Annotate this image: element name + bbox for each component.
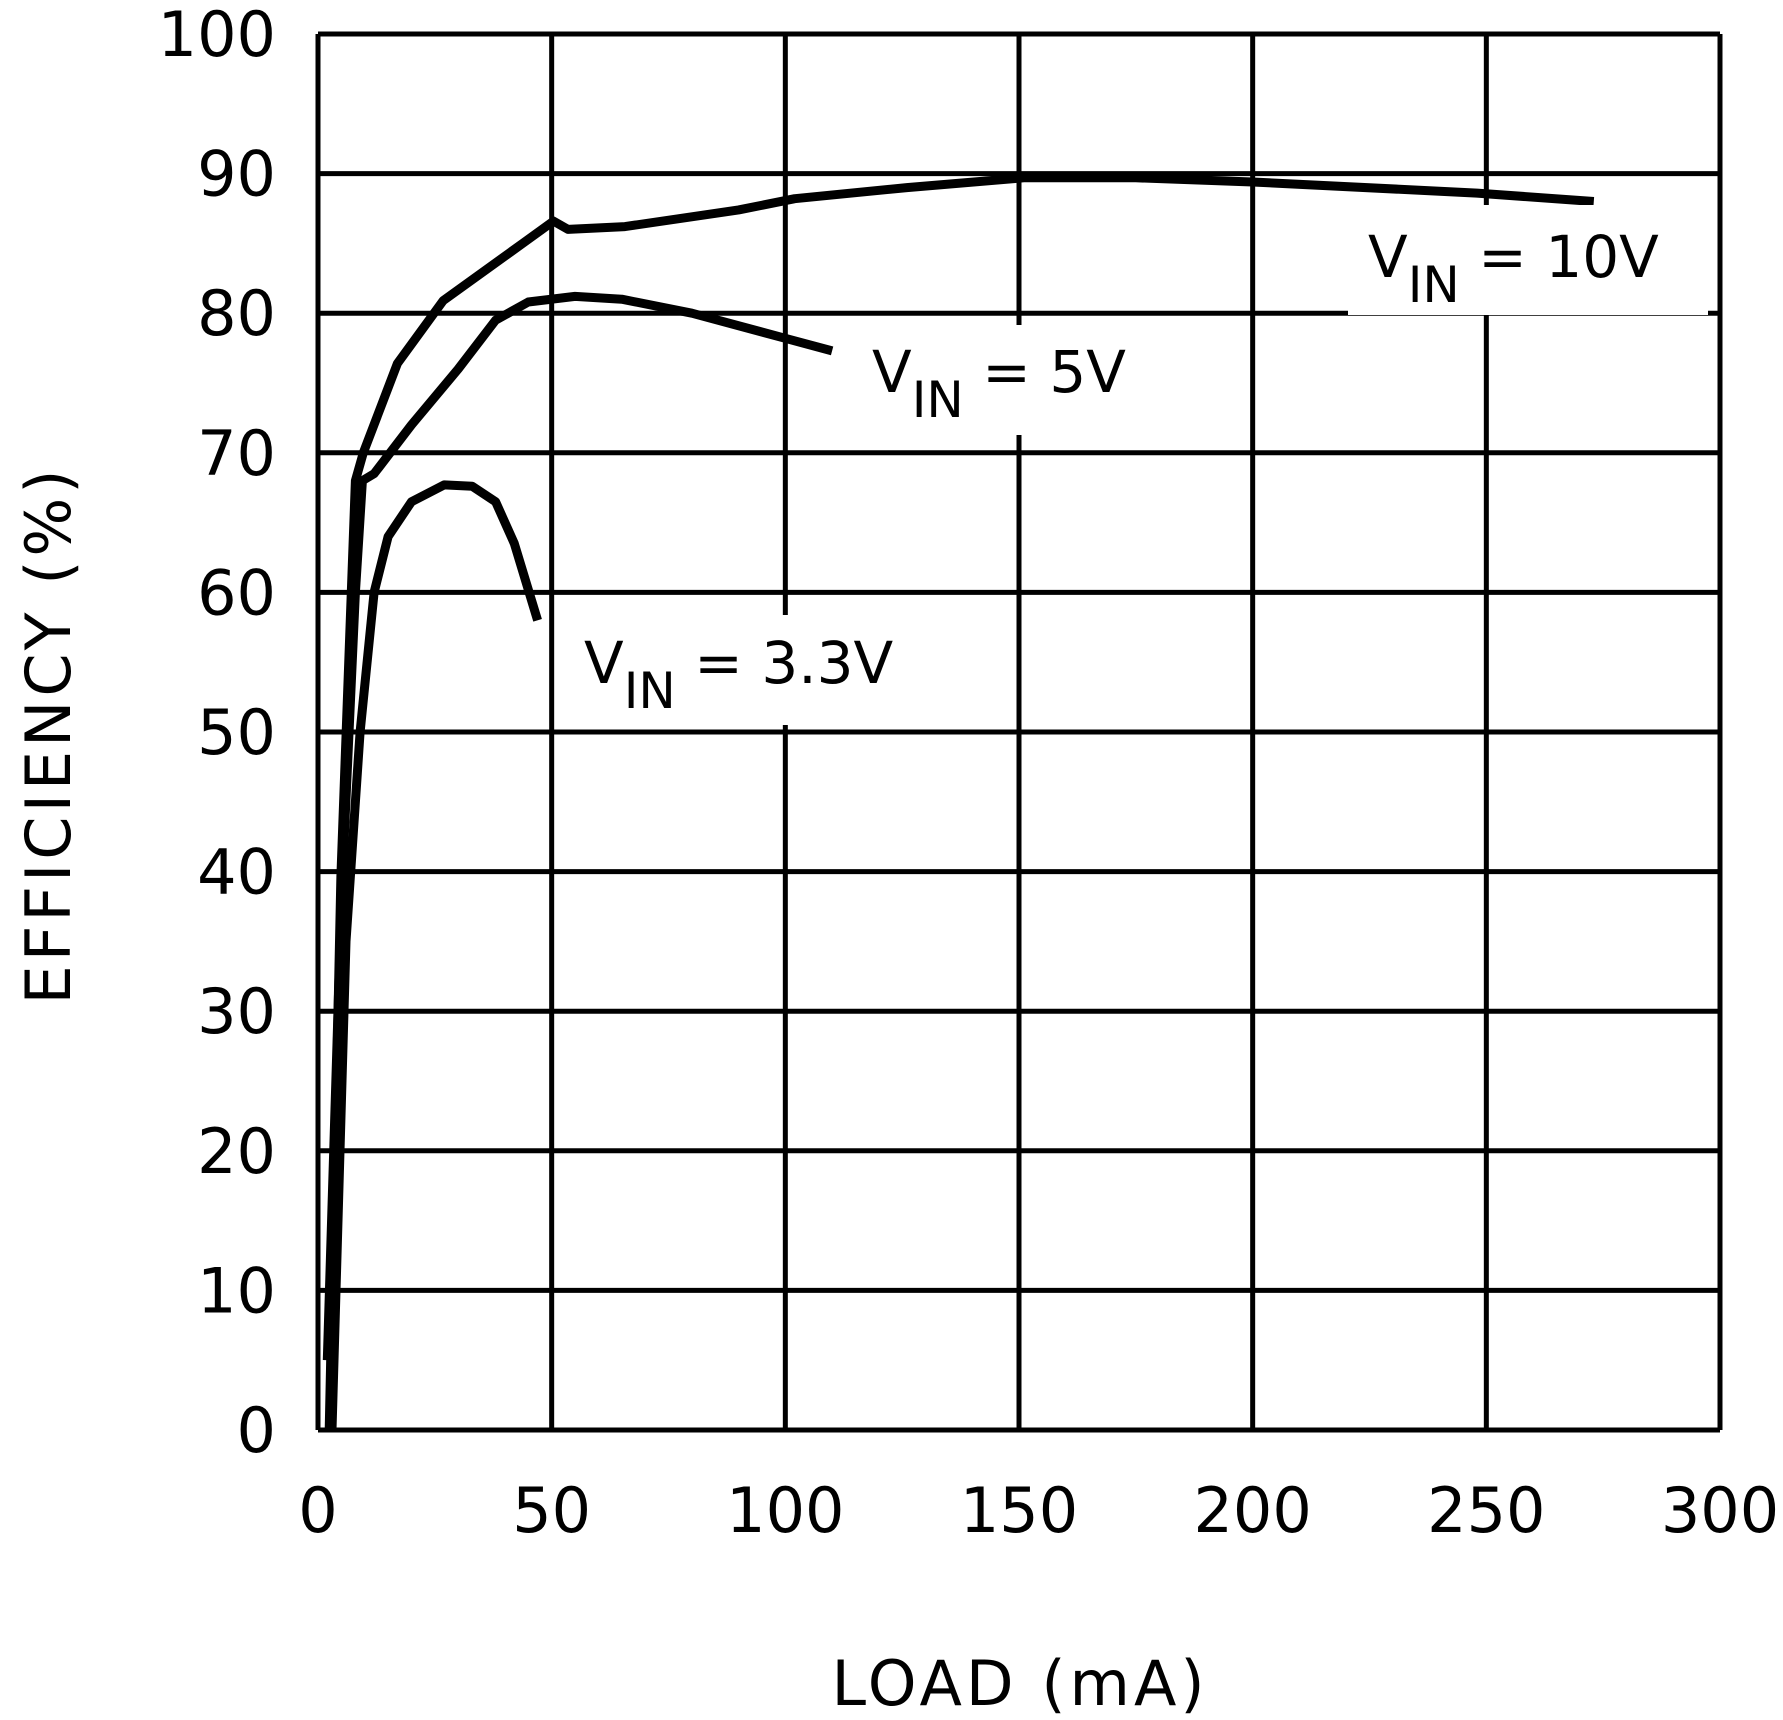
y-tick-label: 90: [197, 138, 276, 211]
x-tick-label: 200: [1193, 1474, 1311, 1547]
y-tick-label: 40: [197, 836, 276, 909]
y-tick-label: 100: [158, 0, 276, 71]
y-tick-label: 70: [197, 417, 276, 490]
series-line-2: [327, 480, 542, 1431]
series-label-10v: VIN = 10V: [1348, 205, 1708, 315]
y-tick-label: 60: [197, 556, 276, 629]
series-label-5v: VIN = 5V: [860, 325, 1145, 435]
tick-labels: 0 50 100 150 200 250 300 0 10 20 30 40 50 60 70 80 90 100: [158, 0, 1780, 1547]
y-tick-label: 10: [197, 1254, 276, 1327]
svg-text:VIN = 5V: VIN = 5V: [872, 338, 1126, 429]
y-tick-label: 80: [197, 277, 276, 350]
x-tick-label: 50: [512, 1474, 591, 1547]
svg-text:VIN = 10V: VIN = 10V: [1368, 223, 1659, 314]
svg-text:VIN = 3.3V: VIN = 3.3V: [584, 629, 894, 720]
series-label-3v3: VIN = 3.3V: [572, 615, 917, 725]
x-tick-label: 250: [1427, 1474, 1545, 1547]
y-tick-label: 20: [197, 1115, 276, 1188]
series-line-0: [324, 173, 1595, 1431]
x-tick-label: 100: [726, 1474, 844, 1547]
y-tick-label: 50: [197, 696, 276, 769]
y-tick-label: 0: [237, 1394, 276, 1467]
x-tick-label: 150: [960, 1474, 1078, 1547]
x-axis-label: LOAD (mA): [831, 1647, 1208, 1720]
x-tick-label: 300: [1661, 1474, 1779, 1547]
series-lines: [322, 173, 1595, 1431]
series-line-1: [322, 291, 834, 1361]
y-tick-label: 30: [197, 975, 276, 1048]
y-axis-label: EFFICIENCY (%): [12, 466, 85, 1005]
x-tick-label: 0: [298, 1474, 337, 1547]
